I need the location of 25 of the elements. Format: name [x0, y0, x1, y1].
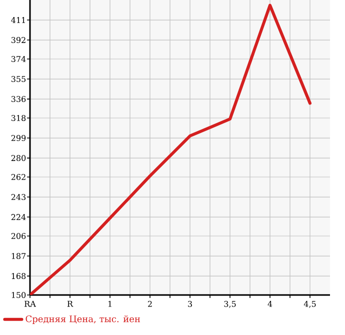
y-tick-label: 150 — [12, 292, 26, 298]
x-tick-label: 3 — [188, 300, 192, 307]
y-tick-label: 318 — [11, 114, 26, 122]
x-tick-label: 2 — [148, 300, 152, 307]
x-tick-label: 1 — [108, 300, 112, 307]
legend-label: Средняя Цена, тыс. йен — [26, 315, 140, 324]
y-tick-label: 168 — [12, 273, 26, 280]
y-tick-label: 224 — [11, 214, 26, 220]
y-tick-label: 206 — [11, 232, 26, 240]
y-tick-label: 280 — [11, 155, 26, 162]
x-tick-label: R — [67, 300, 74, 307]
y-tick-label: 262 — [11, 174, 26, 180]
y-tick-label: 299 — [11, 134, 26, 142]
y-tick-label: 336 — [11, 96, 26, 102]
y-tick-label: 392 — [11, 37, 26, 44]
x-tick-label: 4,5 — [304, 300, 316, 308]
y-tick-label: 355 — [11, 76, 26, 82]
y-tick-label: 187 — [12, 252, 26, 260]
x-tick-label: 3,5 — [224, 300, 236, 308]
y-tick-label: 411 — [11, 17, 25, 23]
line-series — [30, 4, 312, 295]
y-tick-label: 243 — [11, 194, 26, 200]
x-tick-label: RA — [24, 300, 36, 307]
y-tick-label: 374 — [11, 56, 26, 62]
x-tick-label: 4 — [268, 300, 272, 307]
